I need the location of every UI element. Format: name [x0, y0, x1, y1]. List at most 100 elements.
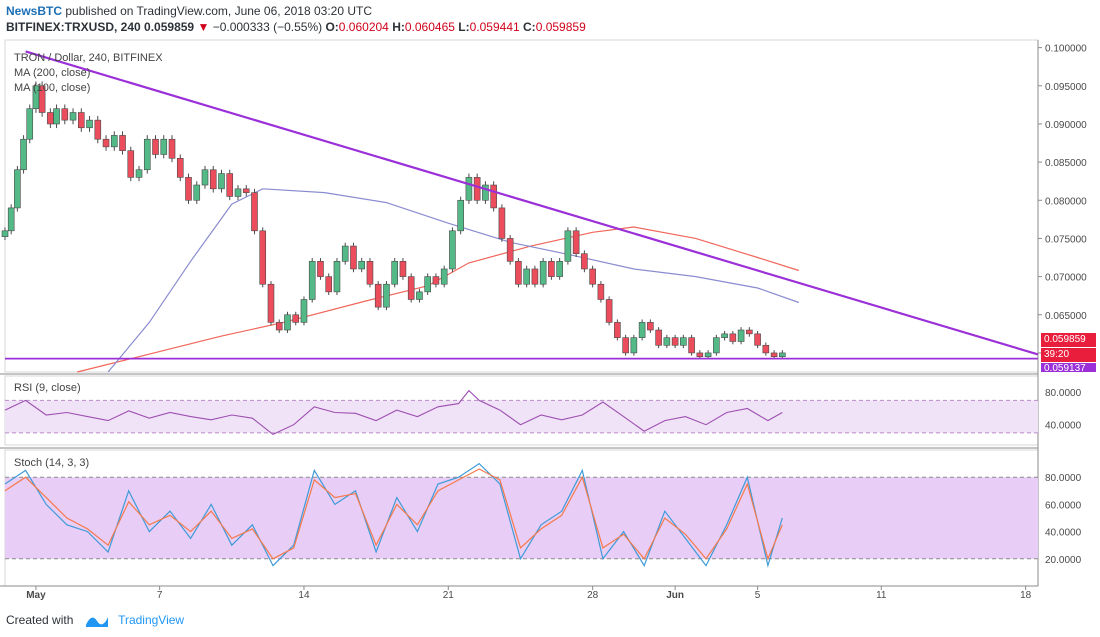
time-tick-label: May — [26, 590, 46, 601]
candle-body — [292, 314, 300, 323]
candle-body — [61, 108, 69, 121]
open-label: O: — [325, 20, 339, 34]
candle-body — [110, 135, 118, 148]
candle-body — [622, 337, 629, 354]
stoch-tick-label: 40.0000 — [1045, 528, 1082, 539]
candle-body — [47, 112, 54, 125]
candle-body — [482, 184, 489, 201]
candle-body — [7, 207, 15, 232]
high-label: H: — [392, 20, 405, 34]
candle-body — [531, 268, 539, 285]
rsi-tick-label: 40.0000 — [1045, 421, 1082, 432]
close-label: C: — [523, 20, 536, 34]
open-value: 0.060204 — [338, 20, 389, 34]
candle-body — [308, 261, 316, 300]
candle-body — [143, 138, 151, 171]
candle-body — [449, 230, 456, 270]
support-badge: 0.059137 — [1041, 363, 1096, 372]
time-tick-label: 28 — [587, 590, 599, 601]
candle-body — [86, 119, 93, 129]
candle-body — [647, 322, 654, 331]
time-tick-label: 7 — [157, 590, 163, 601]
candle-body — [152, 138, 159, 155]
candle-body — [754, 333, 761, 346]
candle-body — [242, 188, 250, 193]
candle-body — [671, 337, 679, 346]
price-tick-label: 0.070000 — [1045, 273, 1087, 284]
countdown-badge: 39:20 — [1041, 348, 1096, 362]
chart-legend: TRON / Dollar, 240, BITFINEX MA (200, cl… — [14, 51, 163, 96]
price-tick-label: 0.095000 — [1045, 82, 1087, 93]
candle-body — [127, 150, 135, 178]
stoch-k-line — [4, 462, 783, 568]
candle-body — [779, 352, 786, 358]
candle-body — [176, 157, 184, 178]
candle-body — [14, 169, 21, 209]
candle-body — [317, 261, 324, 277]
high-value: 0.060465 — [404, 20, 455, 34]
stoch-label[interactable]: Stoch (14, 3, 3) — [14, 457, 90, 469]
candle-body — [539, 261, 547, 285]
created-with-label: Created with — [6, 613, 74, 627]
candle-body — [762, 344, 770, 354]
candle-body — [589, 268, 596, 285]
price-tick-label: 0.100000 — [1045, 44, 1087, 55]
rsi-label[interactable]: RSI (9, close) — [14, 382, 81, 394]
candle-body — [696, 352, 704, 358]
candle-body — [688, 337, 695, 354]
publish-info: published on TradingView.com, June 06, 2… — [65, 4, 373, 18]
candle-body — [201, 169, 209, 186]
candle-body — [506, 238, 514, 262]
candle-body — [597, 283, 605, 300]
candle-body — [432, 276, 440, 285]
candle-body — [630, 337, 638, 354]
rsi-band — [5, 400, 1038, 433]
moving-averages — [77, 188, 799, 373]
low-label: L: — [458, 20, 470, 34]
ma100-line — [107, 188, 799, 373]
price-tick-label: 0.065000 — [1045, 311, 1087, 322]
candle-body — [746, 329, 753, 335]
rsi-line — [4, 389, 783, 436]
ohlc-header: BITFINEX:TRXUSD, 240 0.059859 ▼ −0.00033… — [6, 20, 586, 34]
candle-body — [638, 322, 646, 338]
candle-body — [457, 199, 464, 232]
candle-body — [424, 276, 431, 293]
axes — [0, 40, 1042, 590]
candle-body — [572, 230, 580, 255]
candle-body — [333, 261, 341, 293]
close-value: 0.059859 — [535, 20, 586, 34]
legend-ma200[interactable]: MA (200, close) — [14, 67, 91, 79]
candle-body — [284, 314, 291, 331]
candle-body — [663, 337, 671, 346]
tradingview-link[interactable]: TradingView — [118, 613, 185, 627]
legend-title[interactable]: TRON / Dollar, 240, BITFINEX — [14, 52, 163, 64]
ma200-line — [77, 226, 799, 373]
candle-body — [515, 261, 522, 285]
time-tick-label: 5 — [755, 590, 761, 601]
last-price: 0.059859 — [144, 20, 195, 34]
candle-body — [564, 230, 572, 262]
drawn-lines — [5, 50, 1039, 360]
candle-body — [209, 169, 217, 190]
candle-body — [20, 138, 27, 171]
price-tick-label: 0.080000 — [1045, 196, 1087, 207]
time-tick-label: 21 — [443, 590, 455, 601]
candle-body — [473, 177, 481, 201]
time-tick-label: 18 — [1020, 590, 1032, 601]
candle-body — [556, 261, 563, 277]
candle-body — [251, 192, 258, 232]
publisher-name[interactable]: NewsBTC — [6, 4, 63, 18]
price-tick-label: 0.090000 — [1045, 120, 1087, 131]
candlesticks — [1, 81, 786, 360]
candle-body — [341, 245, 349, 262]
candle-body — [234, 188, 242, 197]
legend-ma100[interactable]: MA (100, close) — [14, 82, 91, 94]
candle-body — [523, 268, 530, 285]
candle-body — [614, 322, 621, 338]
candle-body — [119, 135, 126, 151]
down-arrow-icon: ▼ — [197, 20, 210, 34]
symbol-label[interactable]: BITFINEX:TRXUSD, 240 — [6, 20, 141, 34]
candle-body — [548, 261, 555, 277]
